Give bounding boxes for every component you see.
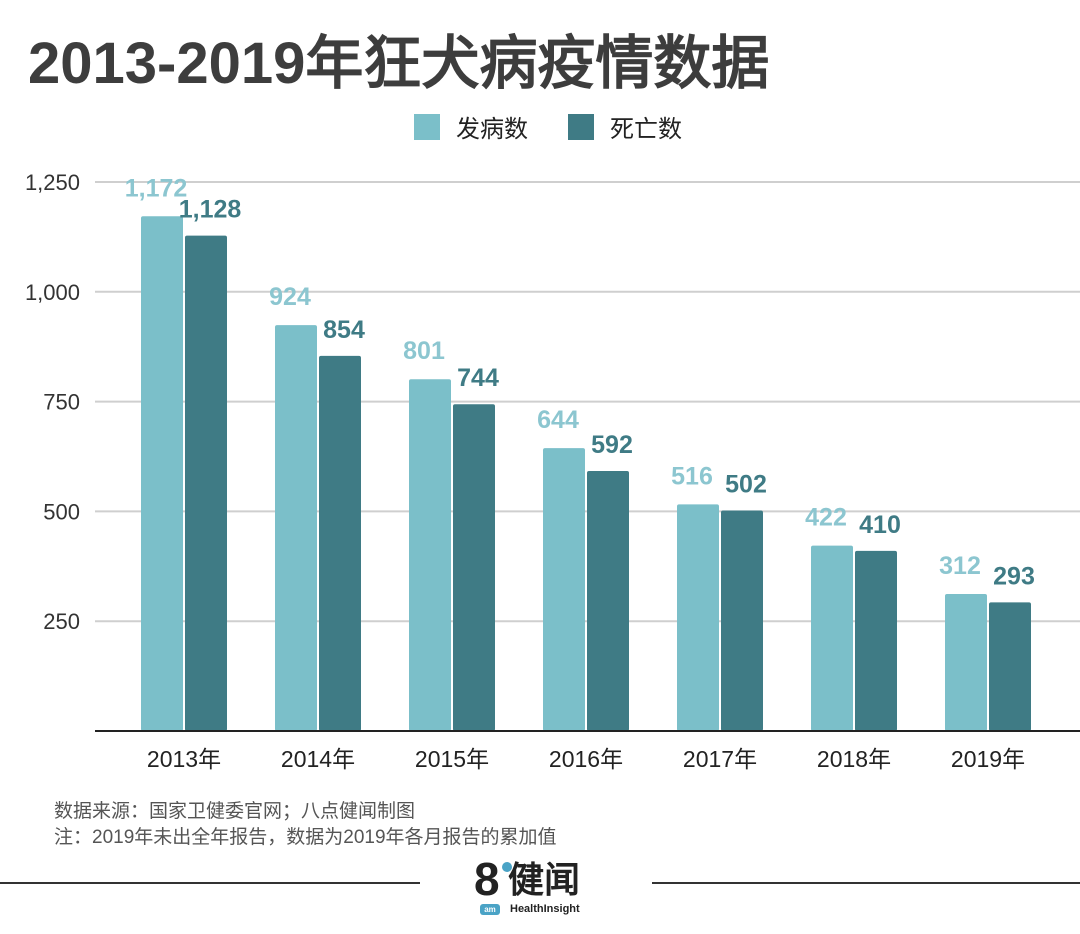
bar-deaths	[855, 550, 897, 731]
data-label-deaths: 410	[859, 511, 901, 539]
data-label-cases: 422	[805, 504, 847, 532]
footnote: 注：2019年未出全年报告，数据为2019年各月报告的累加值	[54, 827, 557, 848]
x-tick-label: 2013年	[147, 746, 221, 772]
y-tick-label: 250	[43, 609, 80, 634]
logo-dot-icon	[502, 862, 512, 872]
data-label-cases: 801	[403, 337, 445, 365]
legend-label: 死亡数	[610, 116, 682, 143]
data-label-deaths: 744	[457, 364, 499, 392]
brand-logo: 8 am 健闻 HealthInsight	[474, 853, 604, 918]
y-tick-label: 750	[43, 390, 80, 415]
x-tick-label: 2017年	[683, 746, 757, 772]
bar-deaths	[587, 470, 629, 731]
data-label-cases: 1,172	[125, 174, 188, 202]
bar-cases	[543, 448, 585, 731]
y-tick-label: 1,000	[25, 280, 80, 305]
bar-deaths	[185, 235, 227, 731]
bar-cases	[141, 216, 183, 732]
bar-cases	[945, 593, 987, 731]
logo-mark: 8	[474, 853, 500, 905]
data-label-cases: 924	[269, 283, 311, 311]
bar-cases	[677, 504, 719, 731]
bar-deaths	[989, 602, 1031, 731]
x-tick-label: 2015年	[415, 746, 489, 772]
data-label-cases: 644	[537, 406, 579, 434]
source-note: 数据来源：国家卫健委官网；八点健闻制图	[54, 801, 416, 822]
bar-cases	[409, 379, 451, 731]
data-label-deaths: 592	[591, 431, 633, 459]
logo-name: 健闻	[508, 859, 581, 900]
x-tick-label: 2016年	[549, 746, 623, 772]
x-tick-label: 2019年	[951, 746, 1025, 772]
bar-deaths	[319, 355, 361, 731]
footer-divider-right	[652, 882, 1080, 884]
data-label-deaths: 854	[323, 316, 365, 344]
data-label-cases: 516	[671, 462, 713, 490]
legend-swatch	[568, 114, 594, 140]
footer-divider-left	[0, 882, 420, 884]
y-tick-label: 1,250	[25, 170, 80, 195]
logo-name-en: HealthInsight	[510, 903, 580, 915]
chart-title: 2013-2019年狂犬病疫情数据	[28, 31, 770, 96]
data-label-cases: 312	[939, 552, 981, 580]
data-label-deaths: 502	[725, 471, 767, 499]
legend-swatch	[414, 114, 440, 140]
bar-deaths	[721, 510, 763, 731]
data-label-deaths: 1,128	[179, 196, 242, 224]
data-label-deaths: 293	[993, 562, 1035, 590]
y-tick-label: 500	[43, 499, 80, 524]
bar-cases	[275, 325, 317, 731]
bar-cases	[811, 545, 853, 731]
bar-deaths	[453, 404, 495, 731]
legend-label: 发病数	[456, 116, 528, 143]
x-tick-label: 2018年	[817, 746, 891, 772]
x-tick-label: 2014年	[281, 746, 355, 772]
logo-badge: am	[480, 904, 500, 915]
